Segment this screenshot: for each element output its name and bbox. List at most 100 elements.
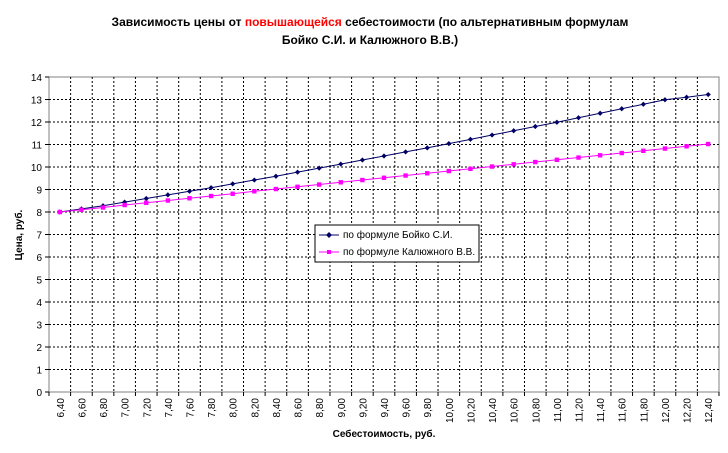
y-tick-label: 3: [36, 321, 42, 332]
x-tick-label: 10,60: [510, 398, 521, 423]
series-1-point: [597, 110, 603, 116]
series-2-point: [122, 202, 127, 208]
y-tick-label: 7: [36, 231, 42, 242]
x-tick-label: 8,20: [250, 398, 261, 418]
series-1-point: [424, 145, 430, 151]
x-tick-label: 6,80: [99, 398, 110, 418]
series-1-point: [186, 188, 193, 194]
series-1-point: [683, 94, 690, 100]
x-tick-label: 11,00: [553, 398, 564, 423]
y-tick-label: 6: [36, 253, 42, 264]
series-1-point: [381, 153, 387, 159]
x-tick-label: 7,80: [207, 398, 218, 418]
x-tick-label: 9,40: [380, 398, 391, 418]
legend: по формуле Бойко С.И. по формуле Калюжно…: [314, 224, 480, 263]
series-1-point: [143, 195, 149, 202]
series-1-point: [446, 141, 452, 147]
series-2-point: [554, 157, 560, 162]
series-1-point: [273, 173, 279, 179]
y-tick-label: 5: [36, 276, 42, 287]
series-1-point: [165, 192, 171, 198]
y-tick-label: 13: [31, 96, 43, 107]
series-2-point: [79, 207, 84, 212]
series-1-point: [662, 97, 668, 103]
series-2-point: [252, 189, 257, 194]
series-2-point: [187, 196, 192, 201]
y-tick-label: 0: [36, 388, 42, 399]
x-tick-label: 9,60: [402, 398, 413, 418]
x-tick-label: 12,20: [683, 398, 694, 423]
chart-title-line2: Бойко С.И. и Калюжного В.В.): [282, 33, 458, 47]
series-2-point: [425, 171, 430, 176]
chart-title-line1: Зависимость цены от повышающейся себесто…: [112, 15, 629, 29]
y-tick-label: 11: [32, 141, 43, 152]
series-2-point: [684, 144, 689, 149]
series-1-point: [294, 169, 301, 175]
y-tick-label: 10: [31, 163, 43, 174]
x-axis-ticks: 6,40 6,60 6,80 7,00 7,20 7,40 7,60 7,80 8,00 8,20…: [48, 392, 720, 423]
x-tick-label: 11,40: [596, 398, 607, 423]
y-axis-label: Цена, руб.: [13, 209, 25, 260]
x-tick-label: 7,20: [142, 398, 153, 418]
y-tick-label: 12: [31, 118, 43, 129]
series-2-point: [489, 164, 495, 169]
x-tick-label: 12,40: [704, 398, 715, 423]
x-tick-label: 11,80: [639, 398, 650, 423]
series-1-point: [532, 123, 538, 130]
y-tick-label: 2: [36, 343, 42, 354]
series-1-point: [554, 119, 560, 125]
series-1-point: [251, 177, 257, 183]
x-tick-label: 9,00: [337, 398, 348, 418]
series-2-point: [641, 148, 646, 153]
series-2-point: [619, 150, 624, 156]
series-2-point: [381, 175, 387, 180]
chart-title-part-1: Зависимость цены от: [112, 15, 245, 29]
series-1-point: [359, 157, 365, 163]
y-tick-label: 1: [36, 366, 42, 377]
x-tick-label: 8,80: [315, 398, 326, 418]
x-tick-label: 10,80: [531, 398, 542, 423]
x-tick-label: 6,60: [77, 398, 88, 418]
x-tick-label: 6,40: [56, 398, 67, 418]
series-2-point: [273, 186, 279, 192]
series-2-point: [446, 168, 452, 174]
x-tick-label: 8,40: [272, 398, 283, 418]
series-2-point: [705, 141, 711, 147]
series-2-point: [144, 200, 149, 205]
x-tick-label: 11,20: [575, 398, 586, 423]
series-2-point: [468, 166, 473, 171]
legend-marker-kalyuzhny: [327, 250, 331, 254]
x-tick-label: 10,00: [445, 398, 456, 423]
series-2-point: [360, 177, 365, 183]
x-tick-label: 9,20: [358, 398, 369, 418]
series-1-point: [511, 128, 517, 134]
x-tick-label: 8,00: [229, 398, 240, 418]
y-tick-label: 4: [36, 298, 42, 309]
x-tick-label: 9,80: [423, 398, 434, 418]
series-layer: [57, 91, 711, 215]
series-1-point: [705, 91, 711, 98]
x-tick-label: 11,60: [618, 398, 629, 423]
series-1-point: [575, 115, 582, 121]
series-2-point: [662, 146, 668, 151]
series-2-point: [295, 184, 300, 189]
series-1-point: [230, 181, 236, 187]
x-tick-label: 10,20: [466, 398, 477, 423]
series-2-point: [57, 209, 63, 215]
y-tick-label: 9: [36, 186, 42, 197]
series-2-point: [597, 153, 603, 158]
x-tick-label: 12,00: [661, 398, 672, 423]
series-2-point: [576, 155, 581, 160]
y-tick-label: 8: [36, 208, 42, 219]
series-2-point: [338, 180, 343, 185]
series-1-point: [640, 101, 646, 107]
x-tick-label: 7,40: [164, 398, 175, 418]
series-1-point: [467, 136, 474, 142]
series-2-point: [208, 193, 214, 199]
series-1-point: [619, 106, 625, 112]
legend-marker-boyko: [326, 232, 332, 238]
series-2-point: [100, 205, 106, 210]
chart-title-part-3: себестоимости (по альтернативным формула…: [342, 15, 629, 29]
